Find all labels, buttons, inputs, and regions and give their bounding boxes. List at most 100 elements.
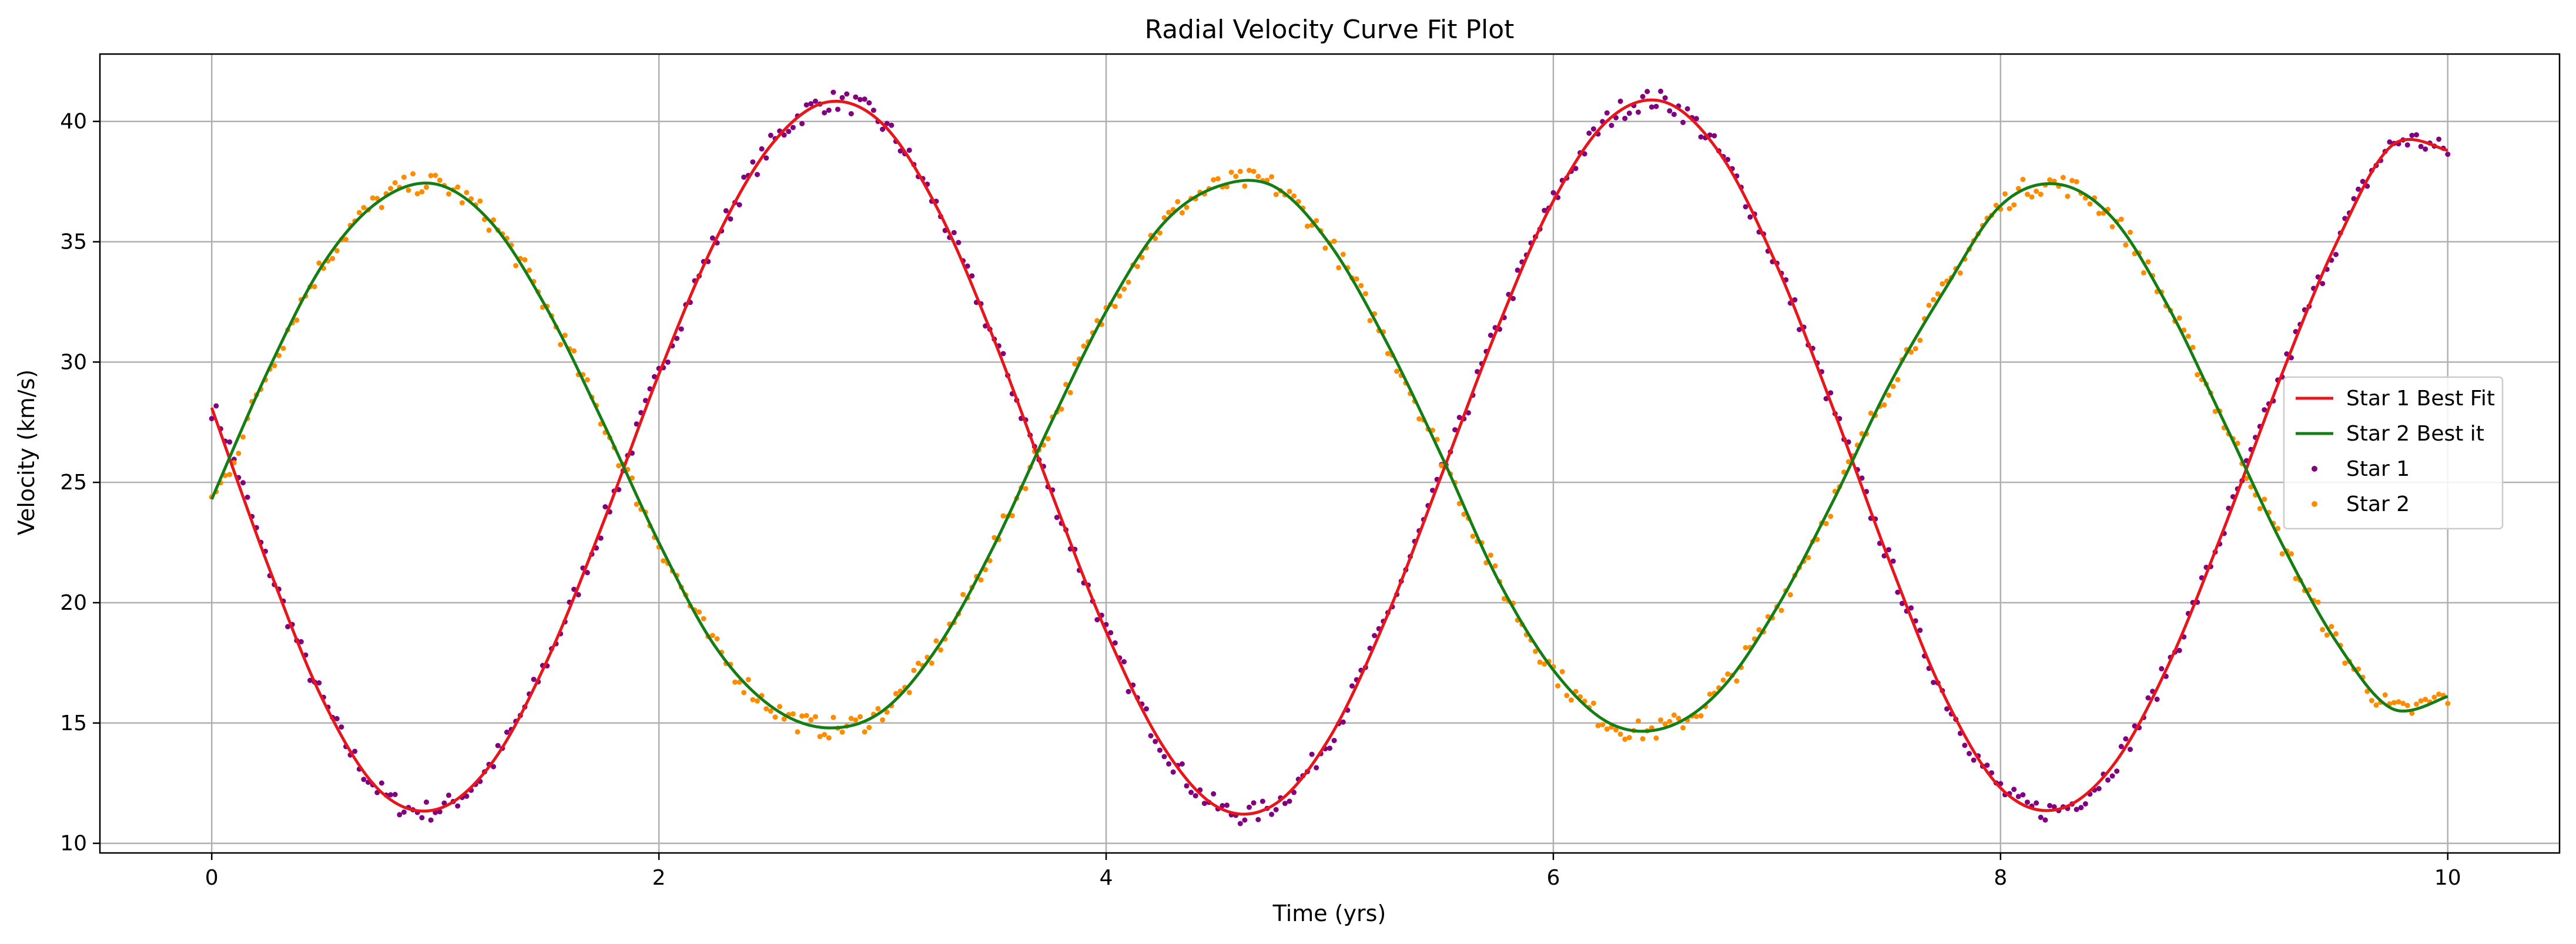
scatter-point xyxy=(316,260,322,266)
scatter-point xyxy=(558,342,564,348)
scatter-point xyxy=(1269,174,1275,180)
scatter-point xyxy=(678,326,684,332)
scatter-point xyxy=(388,186,394,192)
scatter-point xyxy=(755,172,760,177)
scatter-point xyxy=(2020,792,2026,798)
scatter-point xyxy=(1797,327,1802,332)
scatter-point xyxy=(584,570,590,576)
scatter-point xyxy=(813,98,818,104)
fit-line xyxy=(210,179,2448,733)
scatter-point xyxy=(298,639,304,644)
scatter-point xyxy=(1108,630,1114,636)
scatter-point xyxy=(464,190,470,196)
scatter-point xyxy=(839,95,845,100)
scatter-point xyxy=(1510,295,1516,301)
scatter-point xyxy=(227,439,233,445)
scatter-point xyxy=(781,716,787,722)
scatter-point xyxy=(1931,297,1937,303)
scatter-point xyxy=(822,110,828,116)
scatter-point xyxy=(2011,787,2017,792)
scatter-point xyxy=(392,792,398,797)
scatter-point xyxy=(745,677,751,683)
scatter-point xyxy=(1671,712,1677,718)
scatter-point xyxy=(1251,800,1257,806)
scatter-point xyxy=(1224,802,1230,808)
scatter-point xyxy=(768,708,773,714)
x-tick-label: 0 xyxy=(205,866,219,890)
scatter-points xyxy=(209,88,2451,827)
scatter-point xyxy=(1153,738,1158,744)
scatter-point xyxy=(2387,139,2393,145)
scatter-point xyxy=(1492,563,1498,569)
scatter-point xyxy=(2038,814,2044,820)
scatter-point xyxy=(1720,677,1726,683)
scatter-point xyxy=(2078,805,2084,811)
scatter-point xyxy=(884,120,890,126)
fit-line xyxy=(210,98,2448,816)
scatter-point xyxy=(1009,513,1015,519)
scatter-point xyxy=(2118,216,2124,222)
scatter-point xyxy=(419,189,425,194)
scatter-point xyxy=(830,89,836,95)
scatter-point xyxy=(1287,189,1292,194)
scatter-point xyxy=(406,187,411,193)
scatter-point xyxy=(2020,176,2026,182)
scatter-point xyxy=(1725,671,1731,677)
scatter-point xyxy=(1269,811,1275,817)
scatter-point xyxy=(240,480,246,486)
scatter-point xyxy=(227,472,233,478)
scatter-point xyxy=(1805,555,1811,560)
scatter-point xyxy=(795,729,800,735)
scatter-point xyxy=(1125,688,1131,694)
y-tick-label: 30 xyxy=(60,350,87,374)
scatter-point xyxy=(280,345,286,351)
scatter-point xyxy=(1211,791,1217,797)
scatter-point xyxy=(392,180,398,186)
scatter-point xyxy=(1247,167,1252,173)
scatter-point xyxy=(1139,254,1145,260)
scatter-point xyxy=(2123,736,2129,742)
scatter-point xyxy=(1698,134,1704,140)
scatter-point xyxy=(1926,303,1932,308)
scatter-point xyxy=(709,235,715,241)
scatter-point xyxy=(311,284,317,290)
scatter-point xyxy=(862,729,867,735)
scatter-point xyxy=(1358,283,1364,288)
scatter-point xyxy=(1693,116,1699,122)
scatter-point xyxy=(701,616,706,622)
scatter-point xyxy=(2423,146,2428,152)
scatter-point xyxy=(401,809,407,815)
scatter-point xyxy=(1023,486,1029,492)
scatter-point xyxy=(2051,804,2057,809)
scatter-point xyxy=(1756,627,1762,633)
scatter-point xyxy=(2445,701,2451,707)
scatter-point xyxy=(1590,700,1596,706)
scatter-point xyxy=(906,690,912,696)
scatter-point xyxy=(1707,691,1713,697)
scatter-point xyxy=(1220,803,1225,808)
scatter-point xyxy=(2034,189,2039,194)
scatter-point xyxy=(2096,210,2102,216)
y-tick-label: 25 xyxy=(60,471,87,495)
scatter-point xyxy=(1242,817,1248,823)
scatter-point xyxy=(714,636,720,641)
scatter-point xyxy=(455,184,461,190)
scatter-point xyxy=(1912,346,1918,351)
scatter-point xyxy=(1255,817,1261,822)
scatter-point xyxy=(768,132,773,138)
scatter-point xyxy=(1931,680,1937,686)
scatter-point xyxy=(1886,392,1892,398)
scatter-point xyxy=(2445,152,2451,157)
scatter-point xyxy=(755,698,760,704)
grid xyxy=(100,54,2560,853)
scatter-point xyxy=(388,792,394,798)
scatter-point xyxy=(504,730,510,735)
scatter-point xyxy=(884,709,890,715)
x-axis-label: Time (yrs) xyxy=(1272,901,1386,926)
scatter-point xyxy=(1868,410,1874,416)
scatter-point xyxy=(853,94,859,100)
scatter-point xyxy=(2400,700,2406,706)
scatter-point xyxy=(772,714,778,720)
scatter-point xyxy=(1676,715,1681,721)
scatter-point xyxy=(741,690,747,696)
